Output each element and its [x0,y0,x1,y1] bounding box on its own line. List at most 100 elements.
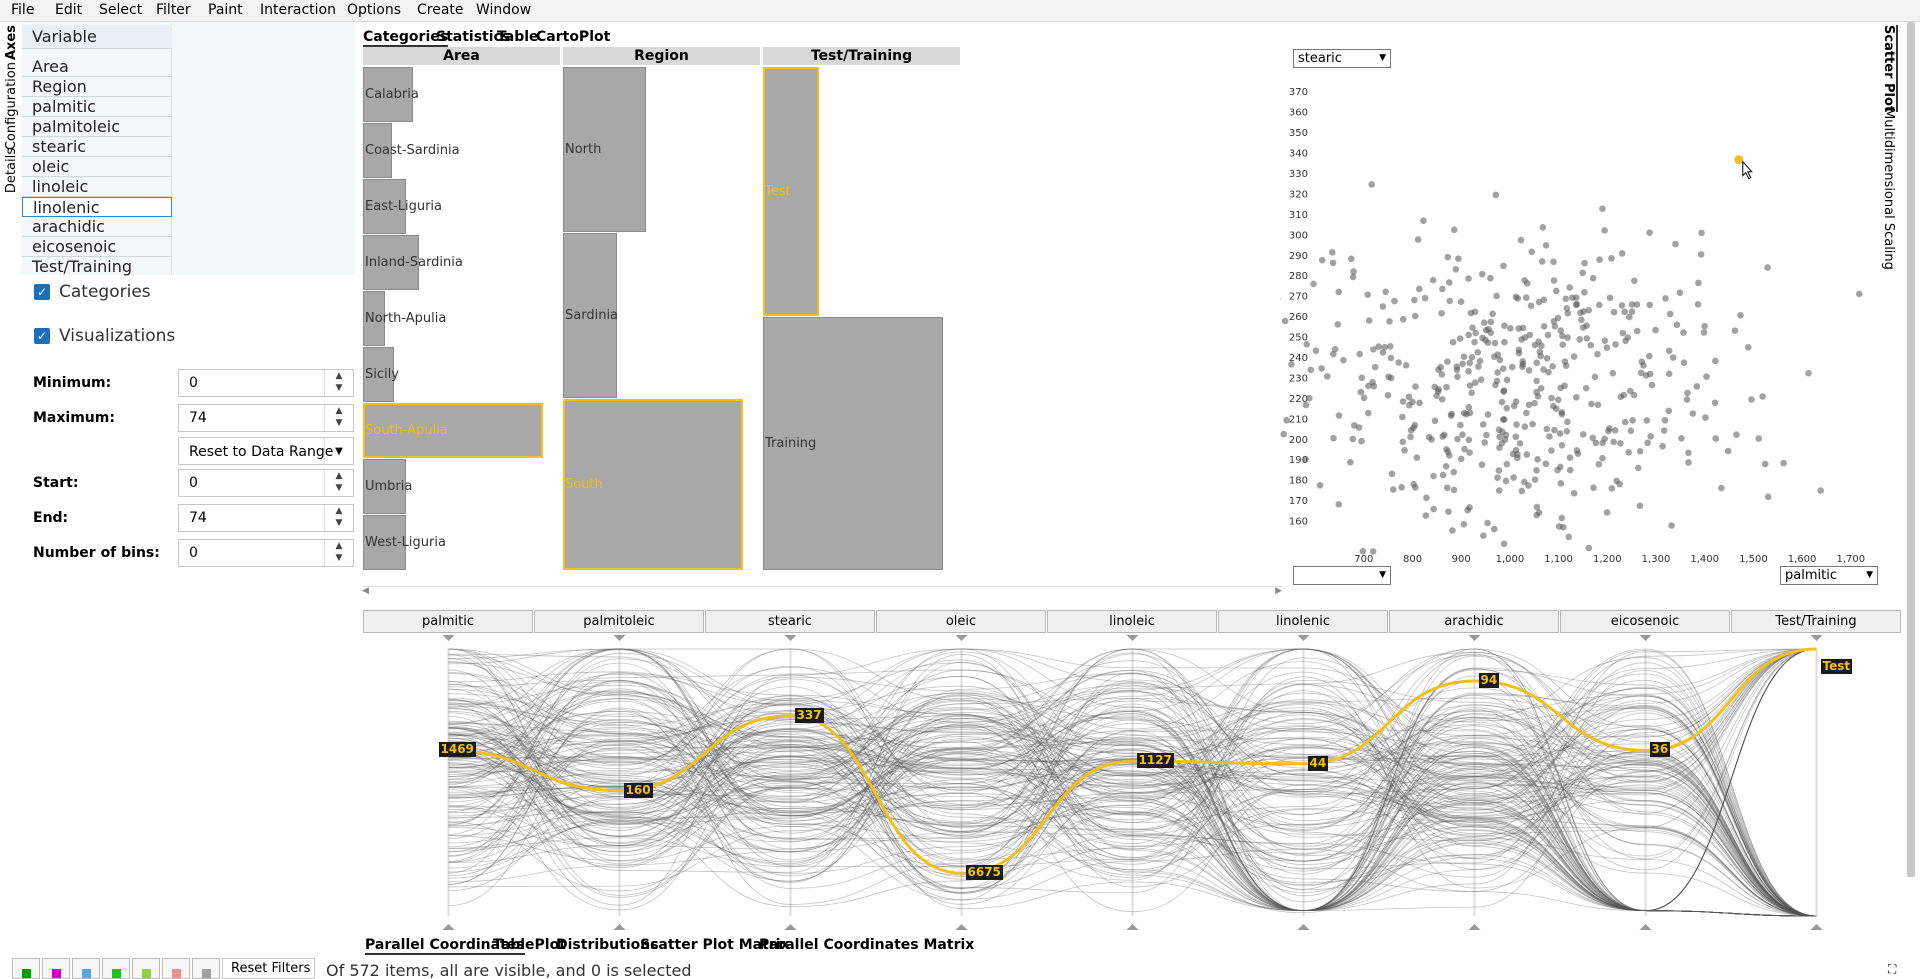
tab-statistics[interactable]: Statistics [436,29,511,45]
scatter-point[interactable] [1391,297,1398,305]
menu-options[interactable]: Options [347,2,402,18]
scatter-point[interactable] [1382,288,1389,296]
scatter-point[interactable] [1608,485,1616,492]
scatter-point[interactable] [1398,483,1405,491]
scatter-point[interactable] [1510,474,1517,481]
scatter-point[interactable] [1525,482,1532,489]
scatter-point[interactable] [1335,288,1343,296]
scatter-point[interactable] [1523,294,1530,301]
scatter-point[interactable] [1349,435,1357,443]
scatter-point[interactable] [1711,399,1719,407]
scatter-point[interactable] [1516,440,1524,447]
variable-item[interactable]: Test/Training [32,257,133,276]
category-bar[interactable] [363,347,394,402]
variable-item[interactable]: Area [22,57,172,77]
scatter-point[interactable] [1477,376,1485,383]
scatter-point[interactable] [1673,321,1681,329]
scatter-point[interactable] [1609,369,1617,377]
scatter-point[interactable] [1693,383,1701,390]
scatter-point[interactable] [1570,490,1578,497]
scatter-point[interactable] [1360,394,1368,402]
scatter-point[interactable] [1438,396,1446,403]
scatter-point[interactable] [1534,455,1541,463]
scatter-point[interactable] [1496,433,1503,441]
scatter-point[interactable] [1689,410,1697,417]
scatter-point[interactable] [1559,341,1567,348]
scatter-point[interactable] [1407,433,1414,441]
scatter-point[interactable] [1621,418,1629,426]
scatter-point[interactable] [1537,385,1545,392]
tab-tableplot[interactable]: TablePlot [493,937,566,953]
scatter-point[interactable] [1585,544,1593,552]
scatter-point[interactable] [1430,505,1437,513]
scatter-point[interactable] [1491,339,1499,347]
scatter-point[interactable] [1519,358,1527,365]
scatter-point[interactable] [1533,467,1540,474]
scatter-point[interactable] [1700,329,1708,336]
scatter-point[interactable] [1542,460,1550,468]
scatter-point[interactable] [1660,427,1668,434]
scatter-point[interactable] [1685,449,1692,457]
scatter-point[interactable] [1542,242,1550,249]
scatter-point[interactable] [1445,279,1453,286]
category-bar[interactable] [763,67,819,316]
axis-filter-handle-icon[interactable] [613,924,626,930]
scatter-point[interactable] [1390,486,1397,493]
test-training-header[interactable]: Test/Training [763,47,960,65]
tab-distributions[interactable]: Distributions [556,937,659,953]
axis-header[interactable]: oleic [876,610,1046,633]
scatter-point[interactable] [1538,258,1546,265]
menu-filter[interactable]: Filter [156,2,191,18]
scatter-point[interactable] [1748,396,1755,403]
scatter-point[interactable] [1698,229,1705,237]
axis-filter-handle-icon[interactable] [784,635,797,641]
scatter-point[interactable] [1578,316,1585,324]
scatter-point[interactable] [1594,401,1602,409]
color-swatch[interactable] [42,958,70,979]
scatter-point[interactable] [1412,383,1419,390]
scatter-point[interactable] [1411,421,1419,429]
scatter-point[interactable] [1283,416,1290,424]
scatter-point[interactable] [1559,332,1566,340]
scatter-point[interactable] [1558,441,1566,449]
scatter-point[interactable] [1631,277,1638,285]
scatter-point[interactable] [1637,369,1645,377]
scatter-point[interactable] [1603,344,1611,351]
scatter-point[interactable] [1805,369,1812,377]
scatter-point[interactable] [1633,301,1641,308]
scatter-point[interactable] [1358,374,1366,382]
scatter-point[interactable] [1755,435,1763,442]
scatter-point[interactable] [1280,430,1288,438]
scatter-point[interactable] [1494,474,1501,481]
category-bar[interactable] [563,67,646,232]
scatter-point[interactable] [1624,334,1632,341]
scatter-point[interactable] [1528,248,1536,256]
scatter-point[interactable] [1399,315,1407,323]
axis-filter-handle-icon[interactable] [1297,924,1310,930]
scatter-point[interactable] [1387,354,1395,362]
scatter-point[interactable] [1465,436,1473,444]
y-variable-select[interactable]: stearic ▼ [1293,49,1391,68]
color-swatch[interactable] [162,958,190,979]
scatter-point[interactable] [1626,313,1633,321]
menu-create[interactable]: Create [417,2,464,18]
scatter-point[interactable] [1619,329,1627,337]
scatter-point[interactable] [1540,296,1548,304]
variable-item[interactable]: linoleic [22,177,172,197]
scatter-point[interactable] [1676,289,1684,296]
scatter-point[interactable] [1405,393,1413,401]
scatter-point[interactable] [1468,389,1475,397]
scatter-point[interactable] [1627,427,1635,435]
scatter-point[interactable] [1533,511,1541,519]
scatter-point[interactable] [1454,373,1461,380]
category-bar[interactable] [363,515,407,570]
scatter-point[interactable] [1501,338,1508,346]
scatter-point[interactable] [1564,418,1571,426]
scatter-point[interactable] [1445,508,1452,515]
scatter-point[interactable] [1494,351,1502,358]
scatter-point[interactable] [1414,236,1422,243]
menu-select[interactable]: Select [99,2,143,18]
scatter-point[interactable] [1595,460,1603,468]
scatter-point[interactable] [1379,349,1387,356]
scatter-point[interactable] [1484,519,1491,527]
